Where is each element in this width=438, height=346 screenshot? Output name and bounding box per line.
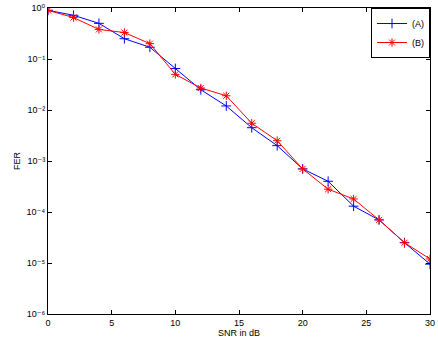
svg-text:(B): (B) [412, 38, 424, 48]
svg-text:10⁻⁶: 10⁻⁶ [27, 309, 46, 319]
svg-text:30: 30 [425, 318, 435, 328]
svg-text:0: 0 [45, 318, 50, 328]
svg-text:25: 25 [361, 318, 371, 328]
svg-text:FER: FER [12, 151, 22, 170]
svg-text:SNR in dB: SNR in dB [218, 328, 260, 338]
svg-text:10⁻⁴: 10⁻⁴ [27, 207, 46, 217]
svg-text:10: 10 [170, 318, 180, 328]
svg-text:(A): (A) [412, 19, 424, 29]
svg-text:10⁻¹: 10⁻¹ [27, 54, 45, 64]
svg-text:5: 5 [109, 318, 114, 328]
svg-text:20: 20 [298, 318, 308, 328]
svg-text:10⁻⁵: 10⁻⁵ [27, 258, 46, 268]
svg-text:10⁻³: 10⁻³ [27, 156, 45, 166]
svg-text:10⁻²: 10⁻² [27, 105, 45, 115]
svg-text:10⁰: 10⁰ [32, 3, 46, 13]
svg-text:15: 15 [234, 318, 244, 328]
